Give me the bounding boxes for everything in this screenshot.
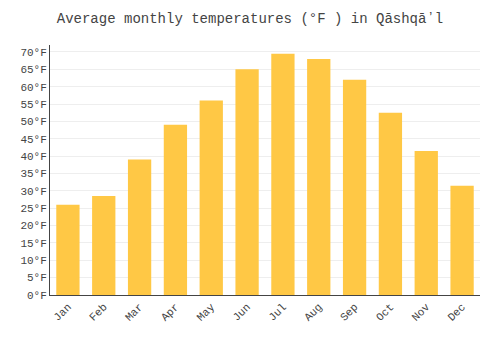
svg-text:20°F: 20°F <box>20 220 46 232</box>
svg-text:30°F: 30°F <box>20 186 46 198</box>
svg-text:Oct: Oct <box>374 301 396 323</box>
svg-text:Jul: Jul <box>266 301 288 323</box>
svg-text:Sep: Sep <box>338 301 360 323</box>
svg-text:55°F: 55°F <box>20 99 46 111</box>
svg-text:25°F: 25°F <box>20 203 46 215</box>
svg-text:Mar: Mar <box>123 301 145 323</box>
svg-text:0°F: 0°F <box>27 290 47 302</box>
svg-text:5°F: 5°F <box>27 272 47 284</box>
svg-text:Jun: Jun <box>231 301 253 323</box>
svg-text:Jan: Jan <box>51 301 73 323</box>
svg-text:15°F: 15°F <box>20 238 46 250</box>
svg-text:Aug: Aug <box>302 301 324 323</box>
svg-text:Nov: Nov <box>410 301 433 324</box>
svg-text:65°F: 65°F <box>20 64 46 76</box>
svg-text:60°F: 60°F <box>20 82 46 94</box>
svg-text:10°F: 10°F <box>20 255 46 267</box>
svg-text:50°F: 50°F <box>20 116 46 128</box>
svg-text:Feb: Feb <box>87 301 109 323</box>
svg-text:Apr: Apr <box>159 301 181 323</box>
svg-text:40°F: 40°F <box>20 151 46 163</box>
svg-text:Dec: Dec <box>446 301 468 323</box>
svg-text:Average monthly temperatures (: Average monthly temperatures (°F ) in Qā… <box>57 11 443 27</box>
svg-text:35°F: 35°F <box>20 168 46 180</box>
svg-text:45°F: 45°F <box>20 134 46 146</box>
svg-text:May: May <box>195 301 218 324</box>
svg-text:70°F: 70°F <box>20 47 46 59</box>
